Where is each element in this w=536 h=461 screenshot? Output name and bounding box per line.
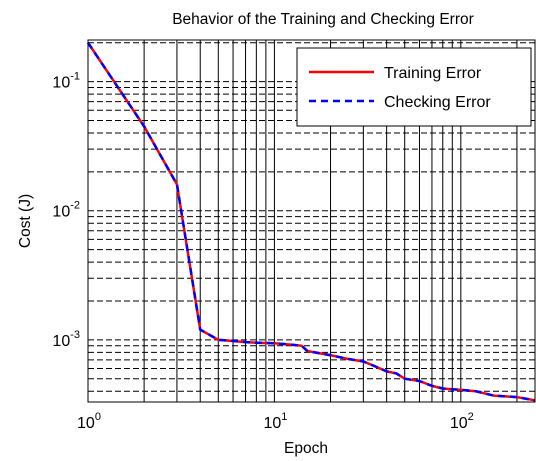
y-tick-label: 10-3 bbox=[52, 329, 80, 350]
y-axis-label: Cost (J) bbox=[17, 194, 34, 248]
y-tick-label: 10-2 bbox=[52, 200, 80, 221]
plot-frame bbox=[87, 39, 536, 403]
legend-box bbox=[296, 47, 532, 127]
y-tick-label: 10-1 bbox=[52, 71, 80, 92]
chart-title: Behavior of the Training and Checking Er… bbox=[172, 11, 474, 28]
legend-label: Checking Error bbox=[384, 94, 491, 111]
x-axis-label: Epoch bbox=[284, 440, 328, 457]
x-tick-label: 102 bbox=[450, 411, 474, 432]
ticks: 100 101 102 10-1 10-2 10-3 bbox=[52, 71, 473, 432]
legend: Training Error Checking Error bbox=[296, 47, 532, 127]
x-tick-label: 101 bbox=[263, 411, 287, 432]
legend-label: Training Error bbox=[384, 65, 482, 82]
x-tick-label: 100 bbox=[77, 411, 101, 432]
checking-error-line bbox=[86, 42, 536, 402]
series-layer bbox=[86, 42, 536, 402]
